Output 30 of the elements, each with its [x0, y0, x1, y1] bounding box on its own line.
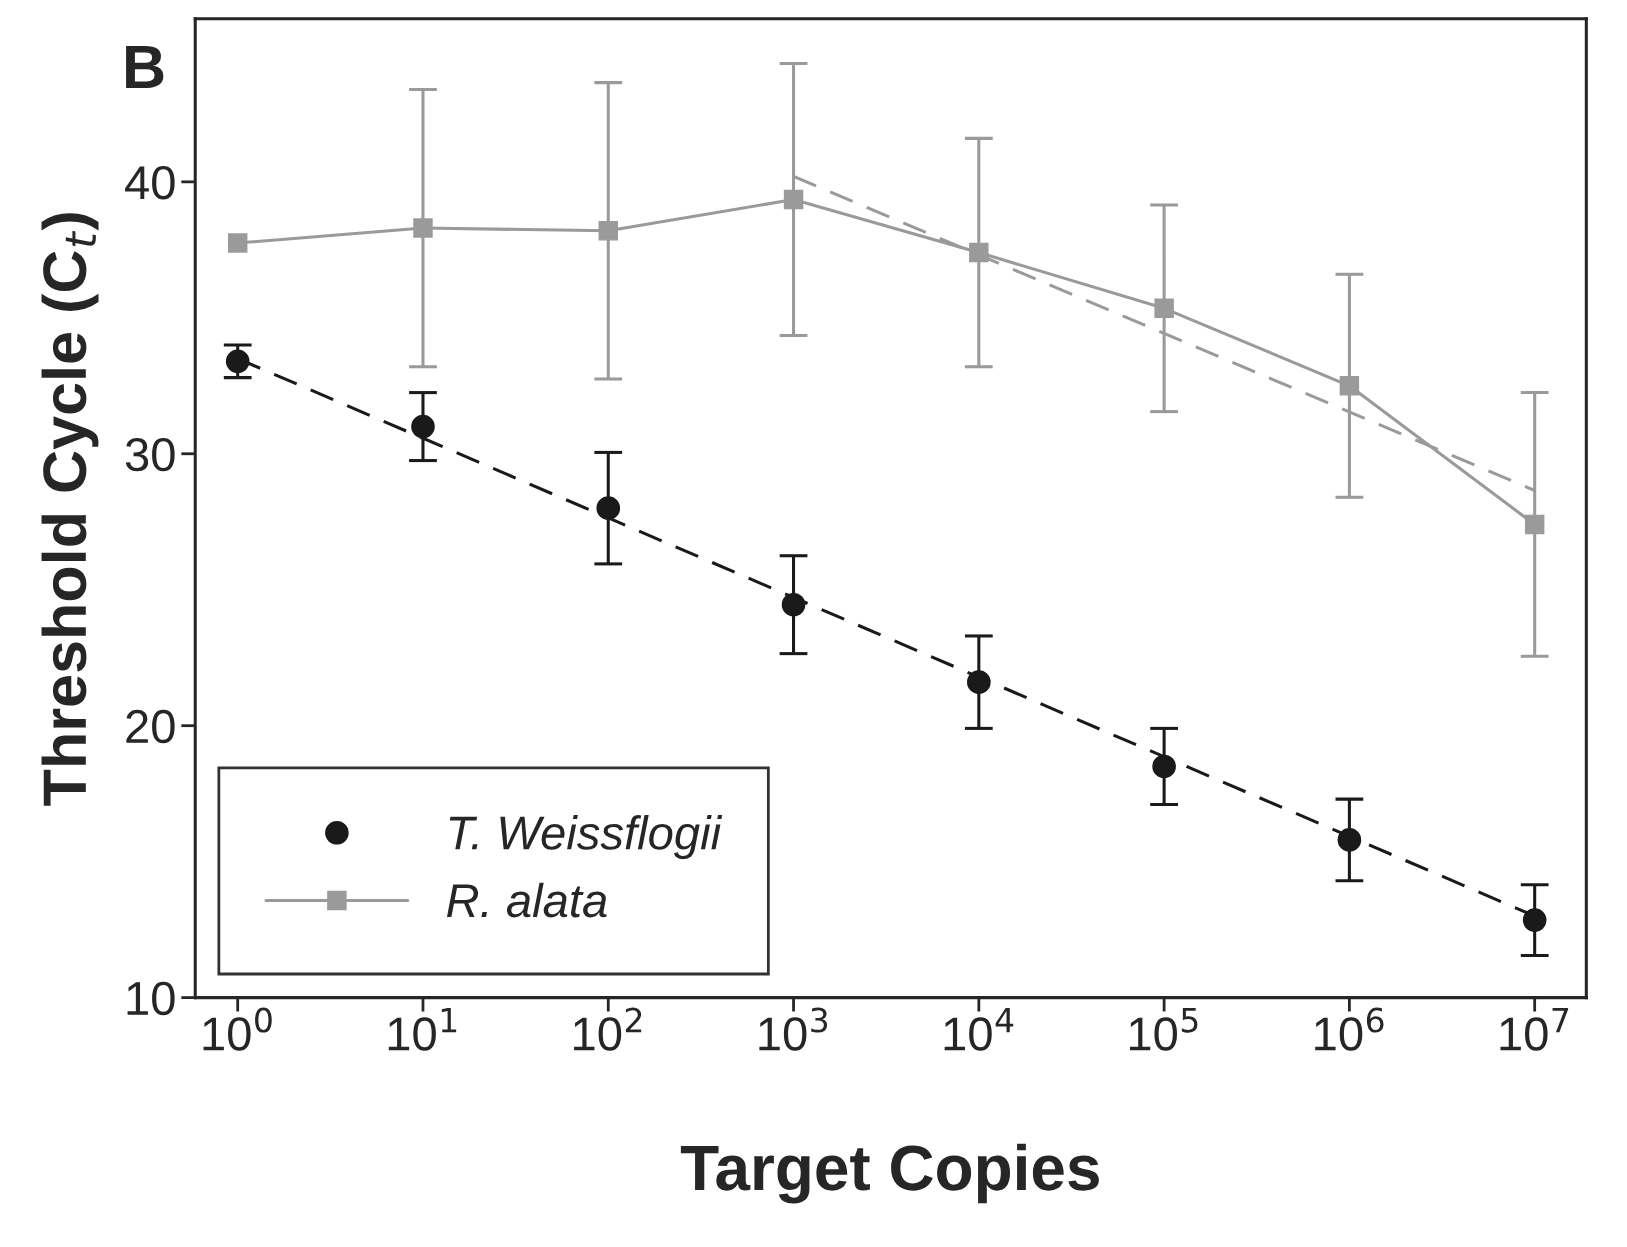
point — [1522, 908, 1547, 932]
x-tick-label: 10$^{5}$ — [1129, 1008, 1198, 1051]
y-tick-label: 30 — [125, 437, 175, 472]
x-tick-label: 10$^{7}$ — [1500, 1008, 1569, 1051]
point — [1154, 298, 1174, 319]
point — [225, 349, 250, 374]
text: B — [126, 45, 164, 88]
point — [1524, 514, 1545, 535]
point — [783, 189, 804, 210]
y-tick-label: 40 — [125, 165, 175, 200]
x-tick-label: 10$^{1}$ — [388, 1008, 457, 1051]
point — [598, 221, 618, 241]
y-tick-label: 10 — [127, 981, 175, 1016]
point — [1339, 376, 1360, 396]
x-tick-label: 10$^{3}$ — [759, 1007, 828, 1051]
x-tick-label: 10$^{2}$ — [574, 1007, 642, 1051]
x-tick-label: 10$^{6}$ — [1315, 1007, 1384, 1051]
y-axis-title: Threshold Cycle (C$_{t}$) — [41, 213, 99, 806]
legend-label: T. Weissflogii — [449, 815, 723, 860]
point — [413, 218, 433, 238]
x-tick-label: 10$^{0}$ — [203, 1007, 272, 1051]
legend-label: R. alata — [446, 882, 607, 918]
y-tick-label: 20 — [126, 709, 175, 744]
point — [227, 233, 248, 253]
x-axis-title: Target Copies — [680, 1143, 1099, 1204]
point — [411, 414, 435, 439]
point — [596, 496, 621, 520]
point — [1152, 754, 1176, 779]
point — [969, 242, 989, 263]
x-tick-label: 10$^{4}$ — [944, 1008, 1014, 1051]
